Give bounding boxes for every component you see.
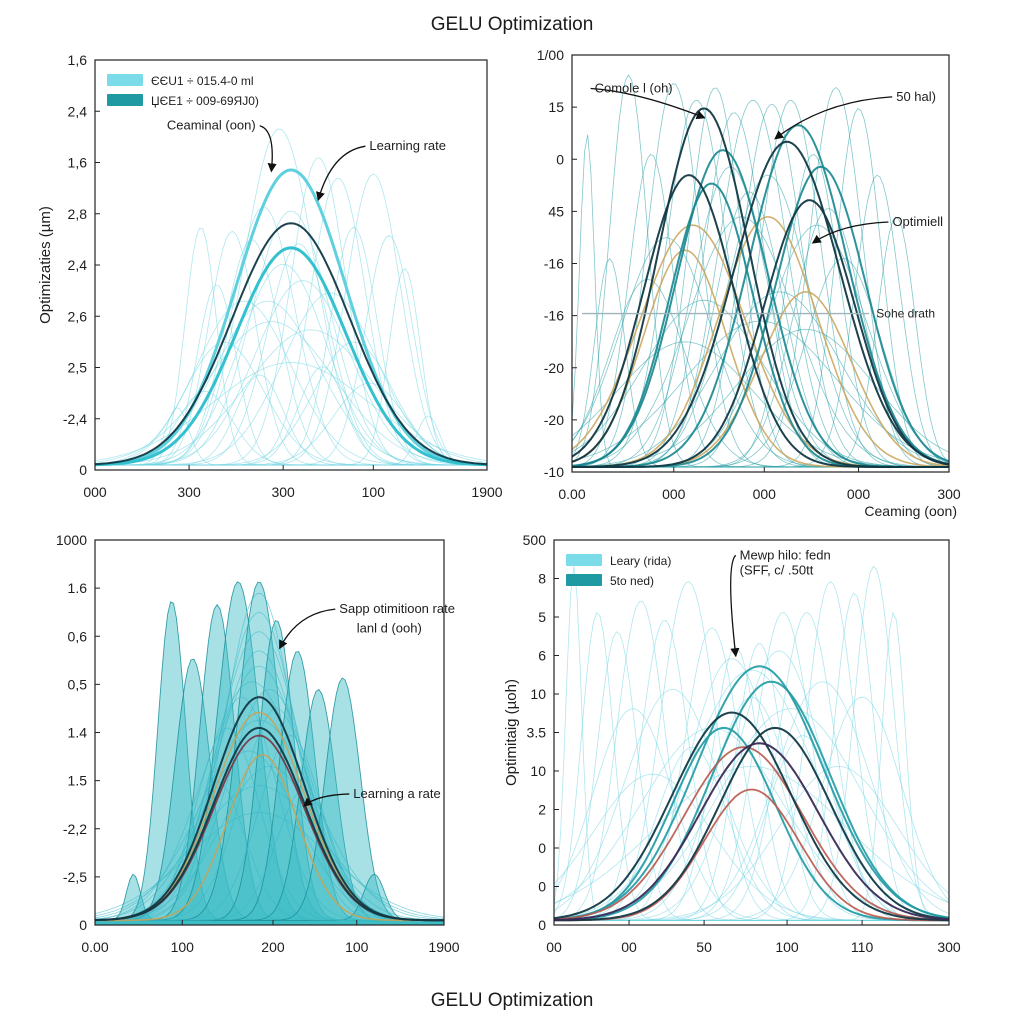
top-left-series-sweep-curve-8	[95, 177, 487, 466]
top-left-series-sweep-curve-27	[95, 263, 487, 466]
top-left-series-sweep-curve-19	[95, 341, 487, 466]
top-left-series-sweep-curve-10	[95, 173, 487, 466]
top-left-series-sweep-curve-5	[95, 128, 487, 466]
top-left-legend-label-0: ЄЄU1 ÷ 015.4-0 ml	[151, 74, 254, 88]
top-left-xtick-label-1: 300	[177, 484, 201, 500]
top-left-series-optimization-curve-0	[95, 246, 487, 467]
top-left-ytick-label-6: 1,6	[68, 155, 88, 171]
figure-title-bottom: GELU Optimization	[430, 990, 594, 1011]
top-left-ytick-label-2: 2,5	[68, 360, 88, 376]
top-left-ylabel: Optimizaties (µm)	[37, 206, 54, 324]
top-left-series-sweep-curve-20	[95, 341, 487, 466]
top-left-xtick-label-0: 000	[83, 484, 107, 500]
top-left-annotation-0: Ceaminal (oon)	[167, 118, 256, 133]
top-left-annotation-1: Learning rate	[369, 138, 446, 153]
top-left-series-sweep-curve-9	[95, 226, 487, 466]
top-left-ytick-label-8: 1,6	[68, 52, 88, 68]
top-left-ytick-label-1: -2,4	[63, 411, 87, 427]
top-left-xtick-label-3: 100	[362, 484, 386, 500]
top-left-series-sweep-curve-1	[95, 284, 487, 466]
top-left-xtick-label-2: 300	[271, 484, 295, 500]
top-left-legend-swatch-0	[107, 74, 143, 86]
top-left-annotation-arrow-1	[316, 145, 366, 202]
top-left-ytick-label-7: 2,4	[68, 103, 88, 119]
top-left-plot-area	[95, 128, 487, 467]
figure-title-top: GELU Optimization	[430, 14, 594, 35]
top-left-series-sweep-curve-0	[95, 227, 487, 466]
top-left-ytick-label-5: 2,8	[68, 206, 88, 222]
top-left-annotation-arrow-0	[259, 125, 277, 173]
top-left-series-sweep-curve-28	[95, 280, 487, 466]
top-left-series-cearninal-curve-0	[95, 222, 487, 466]
top-left-ytick-label-0: 0	[79, 462, 87, 478]
top-left-xtick-label-4: 1900	[471, 484, 502, 500]
top-left-ytick-label-4: 2,4	[68, 257, 88, 273]
top-left-ytick-label-3: 2,6	[68, 308, 88, 324]
top-left-series-sweep-curve-24	[95, 382, 487, 466]
top-left-series-learning-rate-curve-0	[95, 168, 487, 467]
top-left-series-sweep-curve-18	[95, 329, 487, 466]
top-left-series-sweep-curve-2	[95, 230, 487, 466]
top-left-series-sweep-curve-17	[95, 321, 487, 466]
top-left-legend-swatch-1	[107, 94, 143, 106]
top-left-legend-label-1: ЏЄЕ1 ÷ 009-69ЯJ0)	[151, 94, 259, 108]
top-left-series-sweep-curve-7	[95, 157, 487, 466]
top-left-series-sweep-curve-21	[95, 362, 487, 461]
